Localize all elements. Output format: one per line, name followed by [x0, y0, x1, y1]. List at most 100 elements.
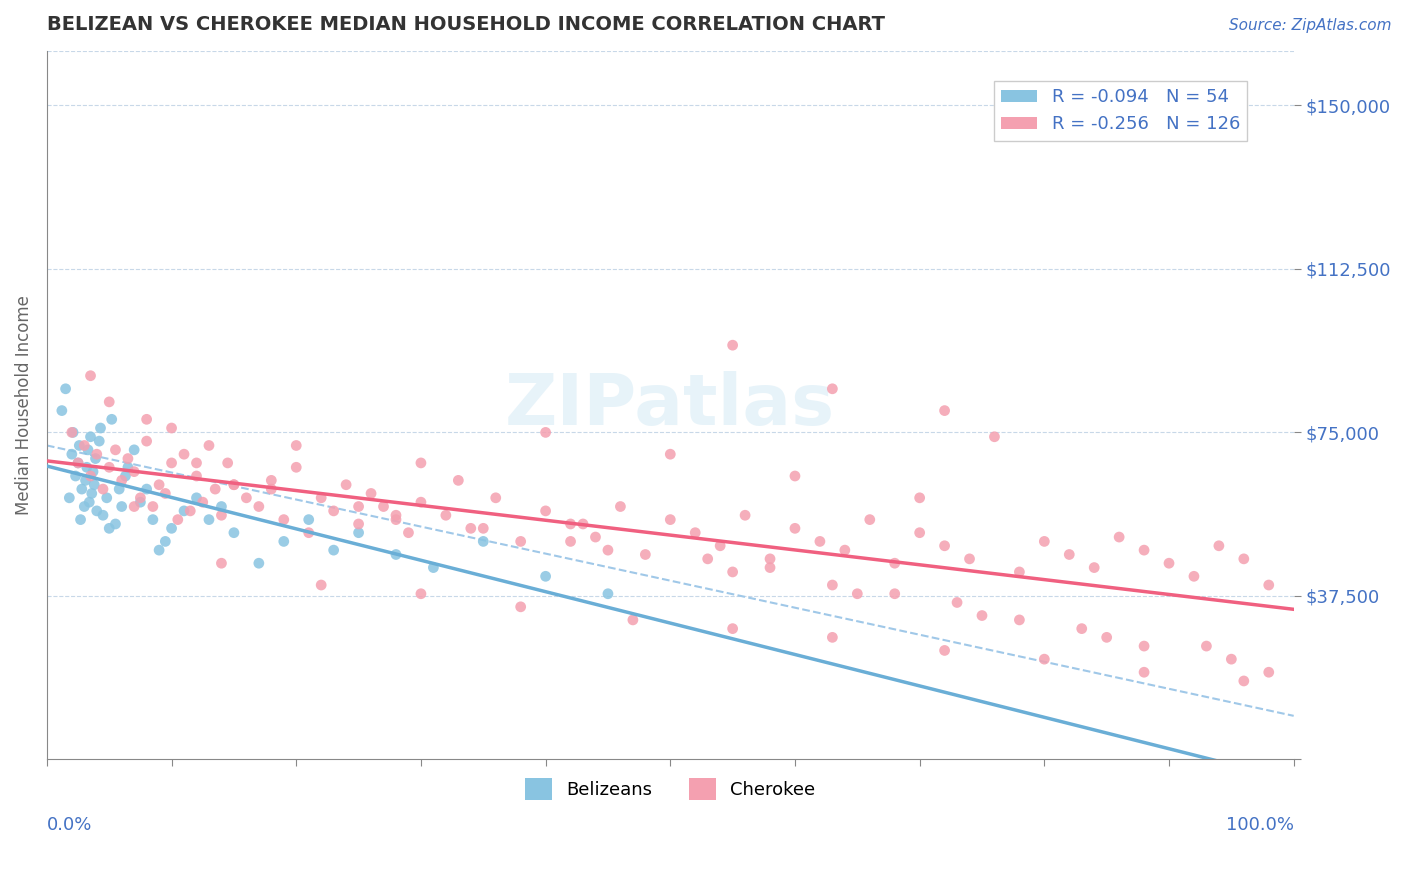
Point — [62, 425, 84, 440]
Point — [1257, 665, 1279, 680]
Y-axis label: Median Household Income: Median Household Income — [15, 295, 32, 515]
Point — [596, 587, 619, 601]
Point — [89, 434, 111, 449]
Point — [209, 508, 232, 523]
Text: ZIPatlas: ZIPatlas — [505, 371, 835, 440]
Point — [560, 516, 582, 531]
Point — [179, 504, 201, 518]
Point — [79, 469, 101, 483]
Point — [1070, 622, 1092, 636]
Point — [734, 508, 756, 523]
Point — [191, 495, 214, 509]
Point — [82, 465, 104, 479]
Point — [204, 482, 226, 496]
Point — [148, 477, 170, 491]
Point — [322, 504, 344, 518]
Point — [585, 530, 607, 544]
Point — [166, 513, 188, 527]
Point — [77, 495, 100, 509]
Point — [1133, 665, 1156, 680]
Point — [186, 469, 208, 483]
Point — [621, 613, 644, 627]
Point — [79, 368, 101, 383]
Point — [114, 469, 136, 483]
Point — [385, 508, 408, 523]
Point — [155, 534, 177, 549]
Point — [934, 539, 956, 553]
Point — [155, 486, 177, 500]
Point — [111, 500, 134, 514]
Point — [759, 560, 782, 574]
Point — [247, 556, 270, 570]
Point — [721, 338, 744, 352]
Point — [104, 442, 127, 457]
Point — [75, 474, 97, 488]
Point — [509, 534, 531, 549]
Point — [76, 460, 98, 475]
Point — [683, 525, 706, 540]
Point — [198, 513, 221, 527]
Point — [298, 525, 321, 540]
Point — [285, 460, 308, 475]
Point — [709, 539, 731, 553]
Point — [908, 491, 931, 505]
Point — [86, 504, 108, 518]
Point — [222, 525, 245, 540]
Point — [273, 513, 295, 527]
Point — [347, 525, 370, 540]
Legend: R = -0.094   N = 54, R = -0.256   N = 126: R = -0.094 N = 54, R = -0.256 N = 126 — [994, 81, 1247, 141]
Point — [409, 456, 432, 470]
Point — [846, 587, 869, 601]
Point — [534, 569, 557, 583]
Point — [659, 513, 682, 527]
Point — [222, 477, 245, 491]
Text: BELIZEAN VS CHEROKEE MEDIAN HOUSEHOLD INCOME CORRELATION CHART: BELIZEAN VS CHEROKEE MEDIAN HOUSEHOLD IN… — [46, 15, 884, 34]
Point — [821, 382, 844, 396]
Point — [1008, 565, 1031, 579]
Point — [186, 456, 208, 470]
Point — [86, 447, 108, 461]
Point — [309, 578, 332, 592]
Point — [60, 447, 83, 461]
Point — [135, 482, 157, 496]
Point — [983, 430, 1005, 444]
Point — [485, 491, 508, 505]
Point — [460, 521, 482, 535]
Point — [509, 599, 531, 614]
Point — [1033, 534, 1056, 549]
Point — [1008, 613, 1031, 627]
Point — [1157, 556, 1180, 570]
Point — [96, 491, 118, 505]
Point — [198, 438, 221, 452]
Point — [135, 412, 157, 426]
Point — [609, 500, 631, 514]
Point — [783, 469, 806, 483]
Point — [67, 456, 90, 470]
Point — [834, 543, 856, 558]
Point — [129, 491, 152, 505]
Point — [1033, 652, 1056, 666]
Point — [959, 552, 981, 566]
Point — [883, 556, 905, 570]
Point — [98, 395, 121, 409]
Point — [659, 447, 682, 461]
Point — [91, 508, 114, 523]
Point — [398, 525, 420, 540]
Point — [472, 521, 495, 535]
Point — [347, 516, 370, 531]
Point — [89, 421, 111, 435]
Point — [946, 595, 969, 609]
Point — [122, 465, 145, 479]
Point — [84, 451, 107, 466]
Point — [821, 631, 844, 645]
Point — [65, 469, 87, 483]
Point — [77, 442, 100, 457]
Point — [148, 543, 170, 558]
Point — [970, 608, 993, 623]
Point — [721, 622, 744, 636]
Point — [186, 491, 208, 505]
Point — [58, 491, 80, 505]
Point — [247, 500, 270, 514]
Point — [1233, 552, 1256, 566]
Point — [1208, 539, 1230, 553]
